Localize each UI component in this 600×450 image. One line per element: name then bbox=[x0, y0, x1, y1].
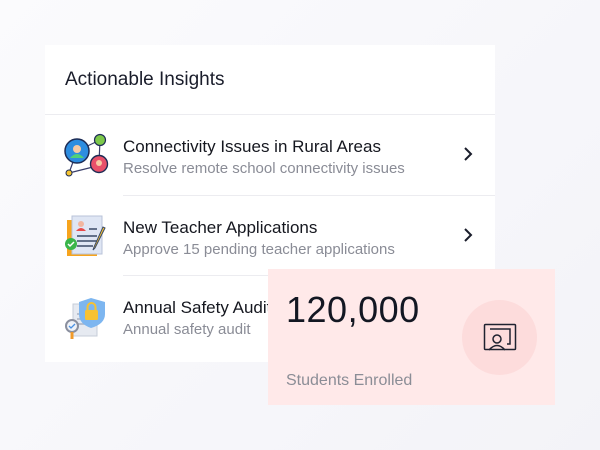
stat-value: 120,000 bbox=[286, 289, 420, 330]
divider bbox=[123, 195, 495, 196]
insight-subtitle: Annual safety audit bbox=[123, 321, 251, 338]
insight-title: New Teacher Applications bbox=[123, 218, 318, 237]
insight-item-teacher-applications[interactable]: New Teacher Applications Approve 15 pend… bbox=[45, 196, 495, 276]
card-title: Actionable Insights bbox=[65, 69, 225, 90]
classroom-teacher-icon bbox=[483, 323, 516, 351]
safety-audit-icon bbox=[65, 298, 105, 339]
insight-subtitle: Resolve remote school connectivity issue… bbox=[123, 160, 405, 177]
insight-item-connectivity[interactable]: Connectivity Issues in Rural Areas Resol… bbox=[45, 115, 495, 195]
chevron-right-icon[interactable] bbox=[463, 228, 473, 242]
insight-subtitle: Approve 15 pending teacher applications bbox=[123, 241, 395, 258]
network-people-icon bbox=[64, 133, 109, 177]
stat-label: Students Enrolled bbox=[286, 372, 413, 389]
insight-title: Connectivity Issues in Rural Areas bbox=[123, 137, 381, 156]
chevron-right-icon[interactable] bbox=[463, 147, 473, 161]
insight-title: Annual Safety Audit bbox=[123, 298, 272, 317]
application-document-icon bbox=[65, 215, 106, 256]
divider bbox=[45, 114, 495, 115]
students-enrolled-stat-card: 120,000 Students Enrolled bbox=[268, 269, 555, 405]
stat-icon-badge bbox=[462, 300, 537, 375]
insight-item-safety-audit[interactable]: Annual Safety Audit Annual safety audit bbox=[45, 276, 495, 356]
